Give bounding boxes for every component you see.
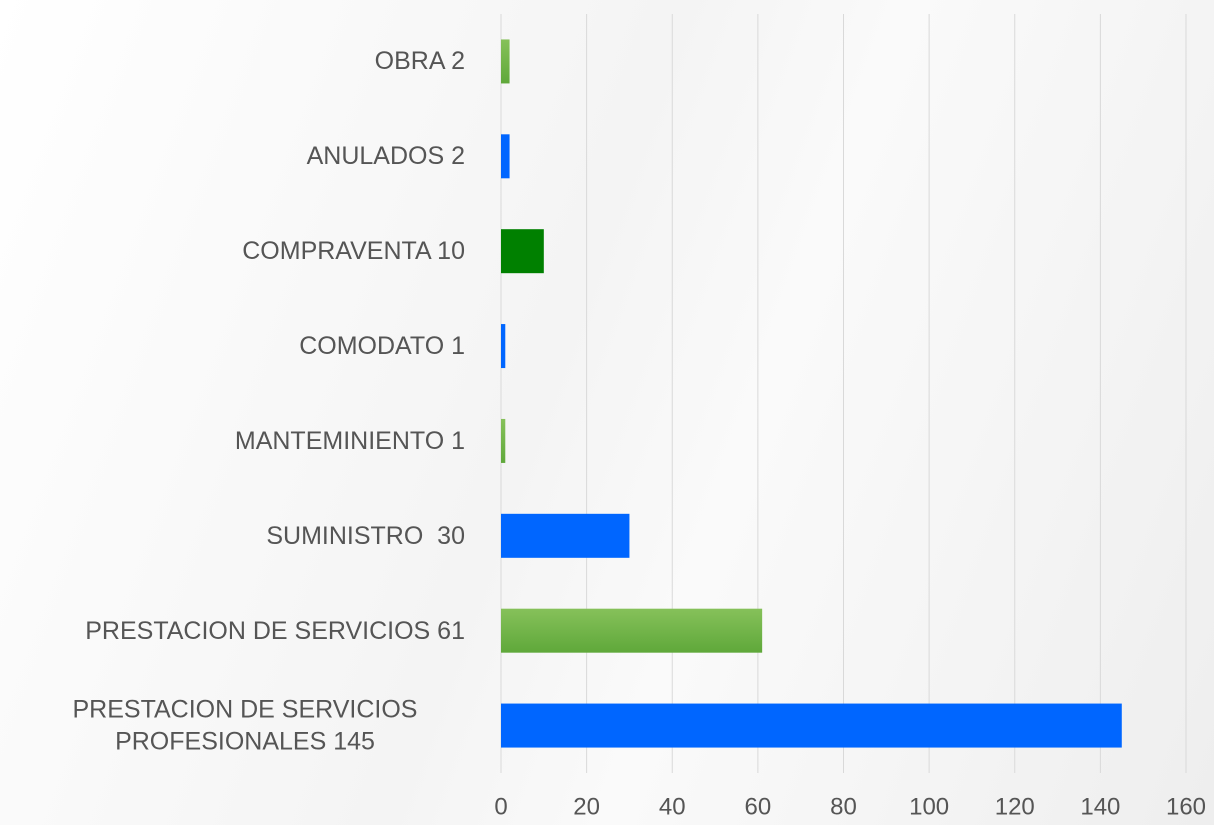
bar bbox=[501, 134, 510, 179]
bar bbox=[501, 324, 506, 369]
x-tick-label: 60 bbox=[745, 793, 772, 820]
x-tick-label: 140 bbox=[1080, 793, 1120, 820]
x-tick-label: 20 bbox=[573, 793, 600, 820]
x-tick-label: 80 bbox=[830, 793, 857, 820]
y-tick-label: ANULADOS 2 bbox=[306, 142, 465, 171]
y-tick-label: PRESTACION DE SERVICIOS PROFESIONALES 14… bbox=[72, 695, 425, 756]
category-label-box: COMODATO 1 bbox=[299, 330, 465, 363]
bar bbox=[501, 39, 510, 84]
category-label-box: ANULADOS 2 bbox=[307, 140, 465, 173]
x-tick-label: 40 bbox=[659, 793, 686, 820]
category-label-box: OBRA 2 bbox=[375, 45, 465, 78]
category-label-box: PRESTACION DE SERVICIOS 61 bbox=[85, 614, 465, 647]
category-label-box: COMPRAVENTA 10 bbox=[242, 235, 465, 268]
bar bbox=[501, 513, 630, 558]
y-tick-label: PRESTACION DE SERVICIOS 61 bbox=[85, 616, 465, 645]
x-tick-label: 160 bbox=[1166, 793, 1206, 820]
y-tick-label: SUMINISTRO 30 bbox=[266, 521, 465, 550]
x-tick-label: 120 bbox=[995, 793, 1035, 820]
category-label-box: SUMINISTRO 30 bbox=[266, 520, 465, 553]
y-tick-label: MANTEMINIENTO 1 bbox=[234, 426, 465, 455]
bar bbox=[501, 608, 763, 653]
x-tick-label: 100 bbox=[909, 793, 949, 820]
bar bbox=[501, 229, 544, 274]
y-tick-label: OBRA 2 bbox=[374, 47, 465, 76]
category-label-box: PRESTACION DE SERVICIOS PROFESIONALES 14… bbox=[25, 693, 465, 758]
x-tick-label: 0 bbox=[494, 793, 507, 820]
y-tick-label: COMPRAVENTA 10 bbox=[242, 236, 465, 265]
bar bbox=[501, 418, 506, 463]
y-tick-label: COMODATO 1 bbox=[299, 331, 465, 360]
bar bbox=[501, 703, 1122, 748]
category-label-box: MANTEMINIENTO 1 bbox=[235, 425, 465, 458]
